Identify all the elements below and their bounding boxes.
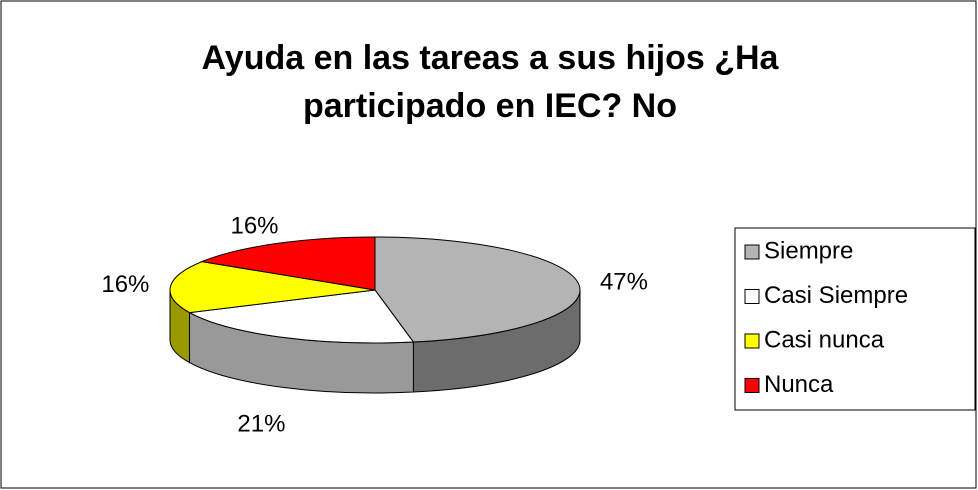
legend-label: Casi nunca [764,326,885,353]
legend-swatch [744,378,760,393]
pie-slice [374,236,581,343]
legend-swatch [744,289,760,304]
legend-swatch [744,333,760,349]
chart-title: Ayuda en las tareas a sus hijos ¿Ha [202,39,780,77]
chart-title: participado en IEC? No [303,87,677,125]
data-label: 16% [230,213,278,240]
legend-label: Siempre [764,237,853,264]
legend-label: Nunca [764,371,834,398]
data-label: 21% [237,410,285,437]
pie-slice [200,236,376,291]
data-label: 16% [101,271,149,298]
data-label: 47% [600,269,648,296]
pie-slice [169,261,376,314]
pie-slice [187,289,415,344]
legend-swatch [744,244,760,260]
legend-box [734,227,976,411]
legend-label: Casi Siempre [764,282,908,309]
